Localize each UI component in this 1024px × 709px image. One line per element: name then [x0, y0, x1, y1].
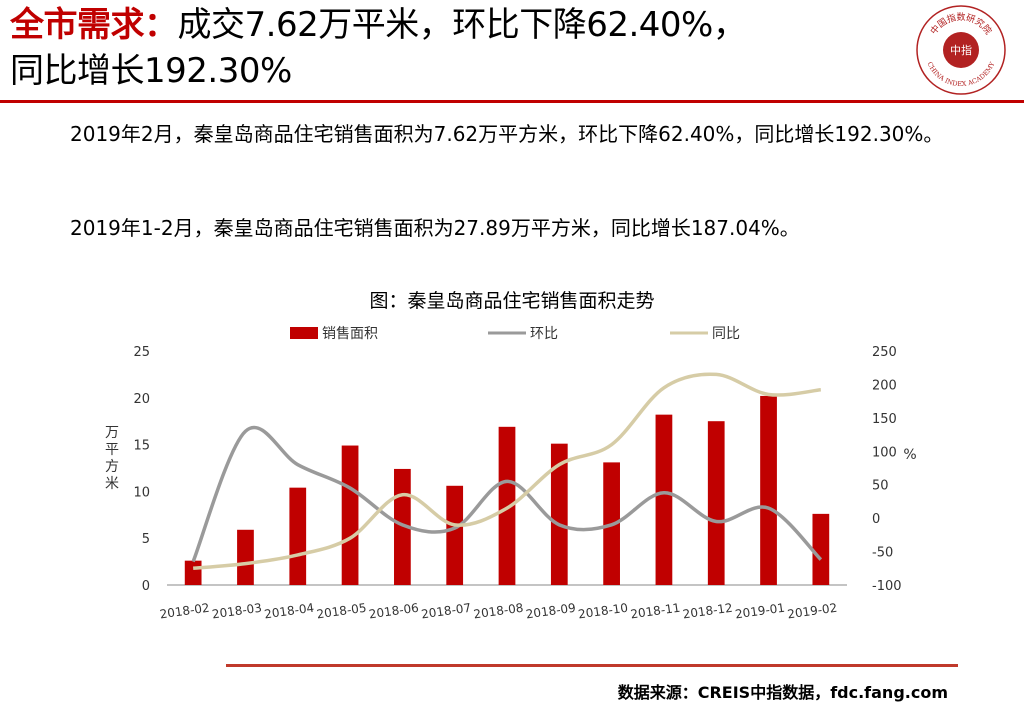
x-tick-label: 2019-01 — [734, 601, 786, 622]
y-tick-label: 20 — [133, 392, 150, 407]
data-source: 数据来源：CREIS中指数据，fdc.fang.com — [617, 683, 948, 702]
x-tick-label: 2018-02 — [159, 601, 211, 622]
bar-2019-01 — [760, 395, 777, 585]
y-axis-label: 万平方米 — [105, 425, 119, 492]
header-divider — [0, 100, 1024, 103]
line-series-同比 — [192, 372, 822, 571]
page-title-line1: 全市需求：成交7.62万平米，环比下降62.40%， — [10, 2, 910, 48]
x-tick-label: 2018-04 — [263, 601, 315, 622]
page-title-line2: 同比增长192.30% — [10, 51, 292, 91]
x-tick-label: 2018-10 — [577, 601, 629, 622]
y-tick-label: 15 — [133, 439, 150, 454]
x-tick-label: 2018-06 — [368, 601, 420, 622]
y2-tick-label: 200 — [872, 378, 897, 393]
bar-2018-06 — [394, 468, 411, 585]
x-tick-label: 2018-11 — [630, 601, 682, 622]
x-tick-label: 2018-05 — [316, 601, 368, 622]
bar-2018-09 — [550, 443, 568, 585]
x-tick-label: 2018-09 — [525, 601, 577, 622]
y-tick-label: 10 — [133, 485, 150, 500]
title-rest: 成交7.62万平米，环比下降62.40%， — [177, 5, 747, 45]
chart-title: 图：秦皇岛商品住宅销售面积走势 — [369, 290, 655, 312]
legend-label-bar: 销售面积 — [322, 326, 378, 342]
y2-tick-label: -100 — [872, 579, 902, 594]
x-tick-label: 2018-07 — [420, 601, 472, 622]
bar-2018-02 — [184, 560, 202, 585]
y2-tick-label: -50 — [872, 546, 893, 561]
y2-axis-label: % — [903, 447, 916, 463]
y-tick-label: 0 — [142, 579, 150, 594]
bar-2018-11 — [655, 414, 673, 585]
y-tick-label: 25 — [133, 345, 150, 360]
y2-tick-label: 100 — [872, 445, 897, 460]
y-tick-label: 5 — [142, 532, 150, 547]
legend-label-line2: 同比 — [712, 326, 740, 342]
bar-2019-02 — [812, 513, 830, 585]
page-header: 全市需求：成交7.62万平米，环比下降62.40%， 同比增长192.30% — [10, 2, 910, 94]
logo-inner-seal — [943, 32, 979, 68]
bar-2018-08 — [498, 426, 516, 585]
x-tick-label: 2018-12 — [682, 601, 734, 622]
y2-tick-label: 250 — [872, 345, 897, 360]
line-series-环比 — [191, 425, 823, 563]
y2-tick-label: 150 — [872, 412, 897, 427]
title-highlight: 全市需求： — [10, 5, 178, 45]
bar-2018-04 — [289, 487, 307, 585]
legend-swatch-bar — [290, 327, 318, 339]
logo-center-text: 中指 — [950, 43, 972, 57]
china-index-academy-logo: 中国指数研究院 中指 CHINA INDEX ACADEMY — [916, 5, 1006, 95]
bar-2018-07 — [446, 485, 464, 585]
bar-2018-05 — [341, 445, 359, 585]
x-tick-label: 2018-03 — [211, 601, 263, 622]
y2-tick-label: 50 — [872, 479, 889, 494]
bar-2018-03 — [237, 529, 254, 585]
x-tick-label: 2019-02 — [786, 601, 838, 622]
bar-2018-12 — [707, 421, 725, 585]
logo-outer-ring — [916, 5, 1006, 95]
summary-paragraph-2: 2019年1-2月，秦皇岛商品住宅销售面积为27.89万平方米，同比增长187.… — [70, 216, 800, 240]
summary-paragraph-1: 2019年2月，秦皇岛商品住宅销售面积为7.62万平方米，环比下降62.40%，… — [70, 122, 944, 146]
y2-tick-label: 0 — [872, 512, 880, 527]
legend-label-line1: 环比 — [530, 326, 558, 342]
x-tick-label: 2018-08 — [473, 601, 525, 622]
footer-divider — [226, 664, 958, 667]
sales-area-chart: 0 5 10 15 20 25 -100 -50 0 50 100 150 200 250 万平方米% 201… — [105, 326, 917, 622]
